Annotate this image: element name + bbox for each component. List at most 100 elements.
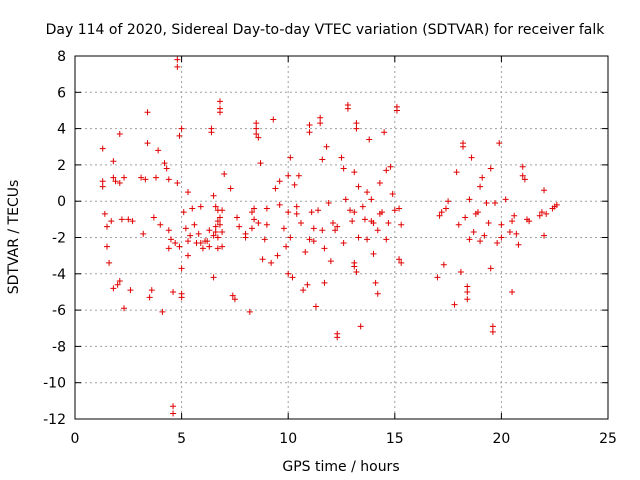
data-point [498,221,505,228]
data-point [376,180,383,187]
data-point [212,229,219,236]
data-point [116,180,123,187]
data-point [118,216,125,223]
data-point [321,245,328,252]
data-point [101,210,108,217]
data-point [374,227,381,234]
data-point [212,223,219,230]
data-point [167,236,174,243]
data-point [351,169,358,176]
data-point [283,243,290,250]
data-point [253,120,260,127]
data-point [121,174,128,181]
data-point [302,249,309,256]
data-point [216,221,223,228]
data-point [112,178,119,185]
data-point [165,227,172,234]
data-point [242,230,249,237]
data-point [487,165,494,172]
data-point [334,334,341,341]
chart-title: Day 114 of 2020, Sidereal Day-to-day VTE… [46,22,606,38]
x-tick-label: 5 [177,431,186,447]
data-point [106,259,113,266]
data-point [287,234,294,241]
data-point [103,223,110,230]
data-point [178,294,185,301]
data-point [368,196,375,203]
data-point [317,114,324,121]
data-point [361,216,368,223]
data-point [479,174,486,181]
data-point [170,403,177,410]
data-point [487,265,494,272]
data-point [543,210,550,217]
data-point [206,227,213,234]
data-point [300,287,307,294]
data-point [206,243,213,250]
data-point [353,268,360,275]
data-point [470,229,477,236]
data-point [280,225,287,232]
data-point [342,196,349,203]
data-point [208,129,215,136]
data-point [442,205,449,212]
data-point [210,232,217,239]
data-point [464,296,471,303]
data-point [338,154,345,161]
data-point [304,281,311,288]
data-point [396,205,403,212]
data-point [321,279,328,286]
y-tick-label: -2 [52,231,66,247]
data-point [231,296,238,303]
data-point [227,185,234,192]
data-point [157,221,164,228]
data-point [387,163,394,170]
data-point [253,125,260,132]
data-point [121,305,128,312]
data-point [161,160,168,167]
data-point [184,238,191,245]
data-point [99,183,106,190]
data-point [219,229,226,236]
data-point [191,221,198,228]
data-point [142,176,149,183]
data-point [297,219,304,226]
data-point [310,238,317,245]
data-point [379,209,386,216]
data-point [383,167,390,174]
data-point [351,209,358,216]
data-point [541,232,548,239]
data-point [327,258,334,265]
data-point [268,259,275,266]
data-point [506,229,513,236]
data-point [538,209,545,216]
data-point [293,210,300,217]
data-point [498,234,505,241]
data-point [263,221,270,228]
data-point [110,285,117,292]
data-point [398,259,405,266]
data-point [492,200,499,207]
data-point [526,218,533,225]
data-point [146,294,153,301]
axis-ticks [74,55,609,420]
data-points [99,56,560,417]
data-point [180,209,187,216]
data-point [150,214,157,221]
data-point [116,278,123,285]
data-point [434,274,441,281]
data-point [144,109,151,116]
data-point [383,236,390,243]
data-point [289,274,296,281]
data-point [496,140,503,147]
data-point [541,187,548,194]
data-point [170,410,177,417]
data-point [99,178,106,185]
y-tick-label: 4 [57,122,66,138]
data-point [159,308,166,315]
data-point [306,236,313,243]
data-point [236,223,243,230]
data-point [494,239,501,246]
data-point [116,131,123,138]
